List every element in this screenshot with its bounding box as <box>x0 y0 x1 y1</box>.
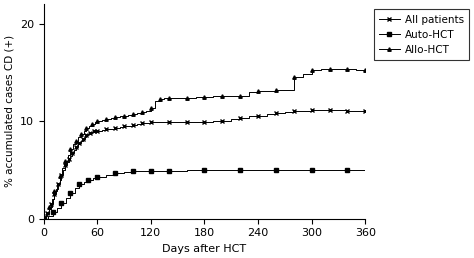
Auto-HCT <box>219 168 225 171</box>
All patients <box>363 110 368 113</box>
X-axis label: Days after HCT: Days after HCT <box>163 244 246 254</box>
Line: All patients: All patients <box>42 109 367 220</box>
Auto-HCT <box>94 175 100 178</box>
Auto-HCT <box>345 168 350 171</box>
All patients <box>55 183 61 186</box>
Auto-HCT <box>237 168 243 171</box>
All patients <box>94 129 100 132</box>
Y-axis label: % accumulated cases CD (+): % accumulated cases CD (+) <box>4 35 14 187</box>
Auto-HCT <box>166 169 172 172</box>
Auto-HCT <box>363 168 368 171</box>
Auto-HCT <box>63 197 69 200</box>
Line: Allo-HCT: Allo-HCT <box>42 68 367 220</box>
Auto-HCT <box>273 168 279 171</box>
Auto-HCT <box>327 168 332 171</box>
Allo-HCT <box>139 111 145 114</box>
Auto-HCT <box>255 168 261 171</box>
Allo-HCT <box>57 174 63 177</box>
Line: Auto-HCT: Auto-HCT <box>42 168 367 220</box>
All patients <box>219 119 225 123</box>
Auto-HCT <box>76 183 82 186</box>
Auto-HCT <box>90 176 96 179</box>
Auto-HCT <box>72 187 78 190</box>
Auto-HCT <box>50 210 55 213</box>
Auto-HCT <box>85 178 91 181</box>
Allo-HCT <box>363 69 368 72</box>
Auto-HCT <box>291 168 297 171</box>
Allo-HCT <box>41 217 46 220</box>
Auto-HCT <box>54 206 60 209</box>
Allo-HCT <box>65 154 71 157</box>
All patients <box>41 217 46 220</box>
Auto-HCT <box>201 168 207 171</box>
Auto-HCT <box>59 201 64 205</box>
Auto-HCT <box>103 173 109 176</box>
All patients <box>309 109 315 112</box>
Allo-HCT <box>318 68 324 71</box>
All patients <box>89 130 95 133</box>
Auto-HCT <box>309 168 315 171</box>
Allo-HCT <box>81 129 87 132</box>
Auto-HCT <box>148 169 154 172</box>
Auto-HCT <box>45 214 51 217</box>
Allo-HCT <box>46 205 52 208</box>
Auto-HCT <box>112 171 118 174</box>
Auto-HCT <box>130 169 136 172</box>
Auto-HCT <box>139 169 145 172</box>
All patients <box>327 109 332 112</box>
Auto-HCT <box>41 217 46 220</box>
Auto-HCT <box>184 168 190 171</box>
Auto-HCT <box>67 192 73 195</box>
Allo-HCT <box>219 94 225 97</box>
Auto-HCT <box>157 169 163 172</box>
Auto-HCT <box>81 180 87 183</box>
Legend: All patients, Auto-HCT, Allo-HCT: All patients, Auto-HCT, Allo-HCT <box>374 9 469 60</box>
All patients <box>59 173 64 176</box>
Auto-HCT <box>121 170 127 173</box>
